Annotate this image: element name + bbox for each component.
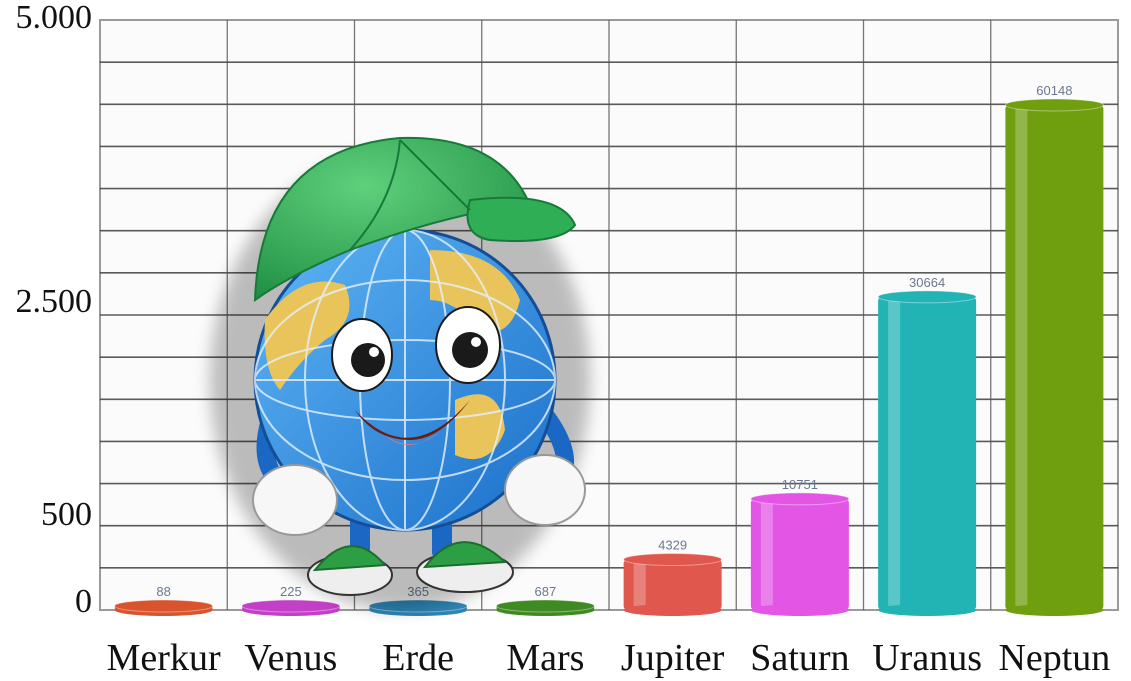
y-tick-label: 500 — [41, 496, 92, 533]
bars-layer: 88Merkur225Venus365Erde687Mars4329Jupite… — [107, 83, 1111, 679]
data-label: 687 — [535, 584, 557, 599]
chart-axes: 0 500 2.500 5.000 — [16, 0, 93, 620]
data-label: 4329 — [658, 538, 687, 553]
bar-jupiter — [623, 553, 723, 616]
x-tick-label: Erde — [382, 637, 454, 679]
bar-saturn — [750, 492, 850, 616]
bar-mars — [495, 599, 595, 616]
x-tick-label: Neptun — [998, 637, 1110, 679]
data-label: 10751 — [782, 477, 818, 492]
x-tick-label: Jupiter — [621, 637, 725, 679]
y-tick-label: 5.000 — [16, 0, 93, 36]
bar-merkur — [114, 599, 214, 616]
bar-uranus — [877, 290, 977, 616]
data-label: 30664 — [909, 275, 945, 290]
bar-venus — [241, 599, 341, 616]
globe-mascot-icon — [210, 136, 590, 610]
data-label: 60148 — [1036, 83, 1072, 98]
x-tick-label: Uranus — [872, 637, 982, 679]
bar-neptun — [1004, 98, 1104, 616]
data-label: 225 — [280, 584, 302, 599]
data-label: 88 — [156, 584, 170, 599]
y-tick-label: 2.500 — [16, 283, 93, 320]
y-tick-label: 0 — [75, 583, 92, 620]
x-tick-label: Merkur — [107, 637, 221, 679]
x-tick-label: Mars — [506, 637, 584, 679]
x-tick-label: Venus — [244, 637, 337, 679]
x-tick-label: Saturn — [750, 637, 849, 679]
